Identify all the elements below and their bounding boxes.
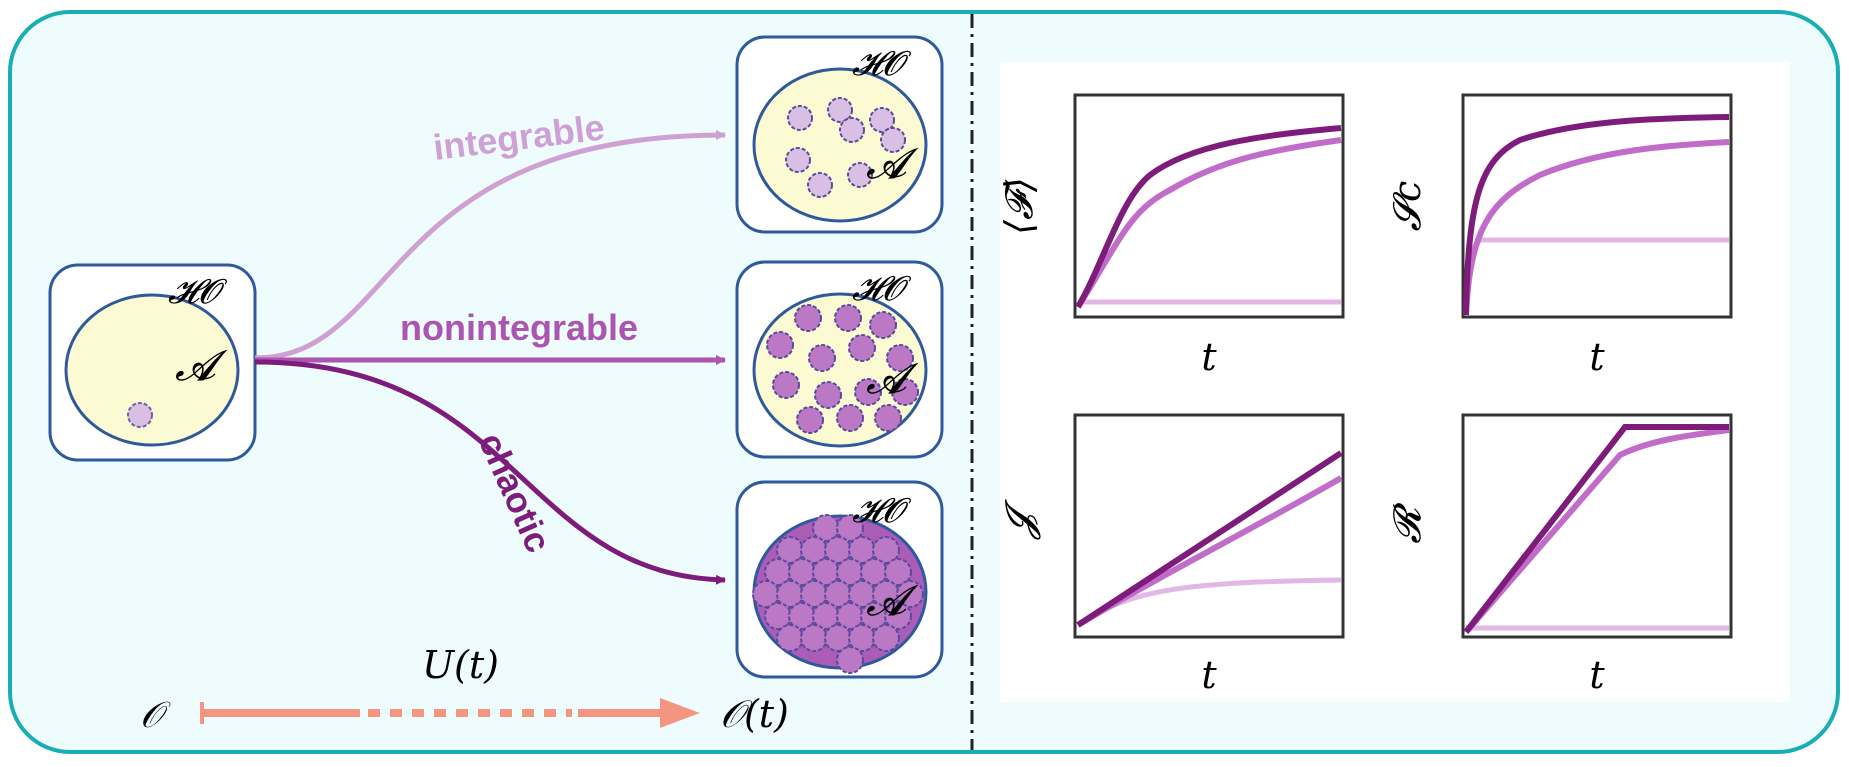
chaotic-route <box>254 359 726 585</box>
curve-chaotic <box>1076 450 1343 628</box>
plot-xlabel: t <box>1201 335 1217 379</box>
operator-blob <box>794 304 822 332</box>
plot-fidelity: ⟨𝓕⟩ t <box>997 93 1345 379</box>
plot-j: 𝓙 t <box>997 413 1345 697</box>
operator-blob <box>848 334 876 362</box>
curve-nonintegrable <box>1463 427 1730 634</box>
operator-blob <box>827 97 853 123</box>
operator-blob <box>814 381 842 409</box>
plot-entropy: 𝓢c t <box>1385 93 1733 379</box>
plot-r: 𝓡 t <box>1385 413 1733 697</box>
operator-blob <box>785 147 811 173</box>
operator-blob <box>808 344 836 372</box>
operator-blob <box>836 404 864 432</box>
operator-blob <box>880 127 906 153</box>
operator-blob <box>854 378 882 406</box>
integrable-route <box>254 130 726 361</box>
operator-blob <box>766 331 794 359</box>
operator-blob <box>884 558 912 586</box>
operator-blob <box>869 107 895 133</box>
operator-blob <box>872 536 900 564</box>
unitary-label: U(t) <box>422 643 499 687</box>
plot-ylabel: ⟨𝓕⟩ <box>997 177 1041 235</box>
operator-blob <box>836 646 864 674</box>
plot-xlabel: t <box>1589 653 1605 697</box>
hilbert-space-label: 𝓗𝓞 <box>852 269 912 309</box>
operator-blob <box>884 602 912 630</box>
plot-frame <box>1461 413 1733 639</box>
operator-blob <box>796 406 824 434</box>
plot-frame <box>1461 93 1733 319</box>
operator-blob <box>836 514 864 542</box>
initial-space-box: 𝓗𝓞 𝓐 <box>48 263 257 462</box>
operator-blob <box>834 304 862 332</box>
operator-blob <box>874 404 902 432</box>
chaotic-space-box: 𝓗𝓞 𝓐 <box>735 480 944 679</box>
operator-blob <box>772 371 800 399</box>
time-evolution-arrow <box>200 698 700 728</box>
curve-nonintegrable <box>1463 139 1730 316</box>
operator-blob <box>807 172 833 198</box>
operator-blob <box>869 311 897 339</box>
operator-blob <box>872 624 900 652</box>
operator-blob <box>776 624 804 652</box>
operator-blob <box>787 105 813 131</box>
operator-blob <box>127 402 153 428</box>
operator-blob <box>896 580 924 608</box>
nonintegrable-label: nonintegrable <box>400 307 638 348</box>
operator-blob <box>800 624 828 652</box>
nonintegrable-space-box: 𝓗𝓞 𝓐 <box>735 260 944 459</box>
hilbert-space-label: 𝓗𝓞 <box>852 44 912 84</box>
hilbert-space-label: 𝓗𝓞 <box>852 491 912 531</box>
plot-ylabel: 𝓡 <box>1385 502 1429 544</box>
plot-xlabel: t <box>1201 653 1217 697</box>
operator-blob <box>891 378 919 406</box>
plot-ylabel: 𝓢c <box>1385 181 1429 232</box>
operator-blob <box>839 117 865 143</box>
subspace-ellipse <box>64 293 240 447</box>
curve-chaotic <box>1075 125 1342 309</box>
hilbert-space-label: 𝓗𝓞 <box>168 272 228 312</box>
curve-chaotic <box>1463 424 1729 634</box>
operator-blob <box>847 162 873 188</box>
operator-blobs <box>752 514 924 674</box>
plot-xlabel: t <box>1589 335 1605 379</box>
operator-blobs <box>766 304 919 434</box>
operator-evolved-label: 𝒪(t) <box>720 692 789 736</box>
integrable-space-box: 𝓗𝓞 𝓐 <box>735 35 944 234</box>
plot-frame <box>1073 93 1345 319</box>
operator-blobs <box>785 97 906 198</box>
curve-chaotic <box>1463 114 1730 316</box>
operator-blob <box>886 344 914 372</box>
curve-nonintegrable <box>1075 137 1342 309</box>
